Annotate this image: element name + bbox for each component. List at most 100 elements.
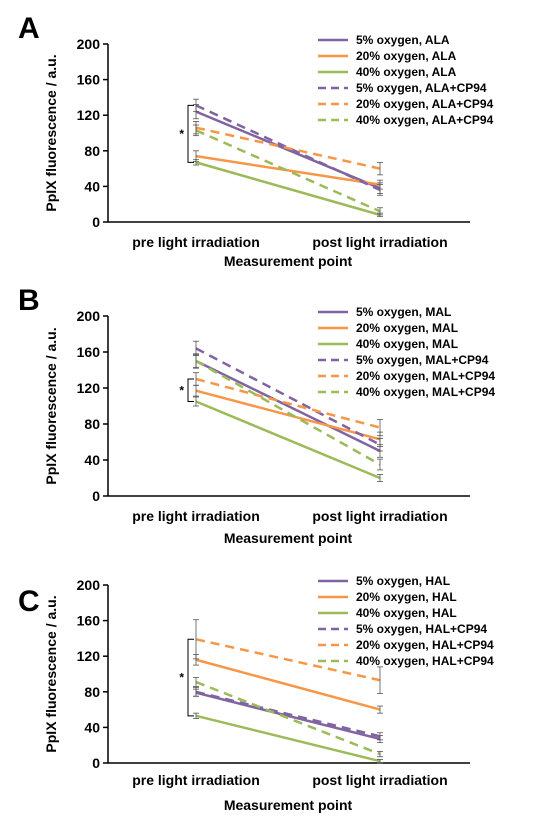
y-axis-title: PpIX fluorescence / a.u. — [43, 595, 59, 752]
y-tick-label: 0 — [92, 214, 100, 230]
error-bar — [193, 98, 199, 113]
series-3 — [193, 159, 383, 218]
series-3 — [193, 712, 383, 764]
legend-label: 20% oxygen, ALA — [356, 49, 457, 63]
legend-item: 20% oxygen, ALA+CP94 — [318, 97, 494, 111]
legend-item: 20% oxygen, MAL — [318, 321, 458, 335]
panel-letter: B — [18, 284, 40, 317]
legend-label: 40% oxygen, HAL+CP94 — [356, 654, 494, 668]
legend-label: 5% oxygen, MAL — [356, 305, 451, 319]
error-bar — [377, 458, 383, 471]
series-line — [195, 638, 381, 682]
legend-item: 40% oxygen, ALA — [318, 65, 457, 79]
chart-panel-c: C 0 40 80 120 160 200 pre light irradiation post… — [18, 574, 494, 813]
legend-item: 20% oxygen, HAL — [318, 590, 457, 604]
error-bar — [377, 473, 383, 483]
x-axis-title: Measurement point — [224, 797, 353, 813]
legend-label: 5% oxygen, ALA+CP94 — [356, 81, 487, 95]
y-tick-label: 120 — [77, 107, 101, 123]
series-line — [195, 347, 381, 446]
series-1 — [193, 353, 383, 458]
significance-star: * — [179, 127, 184, 141]
y-tick-label: 80 — [84, 143, 100, 159]
significance-bracket: * — [179, 378, 194, 402]
panel-letter: A — [18, 12, 40, 45]
x-tick-label: pre light irradiation — [132, 772, 260, 788]
series-5 — [193, 121, 383, 176]
legend-item: 5% oxygen, MAL+CP94 — [318, 353, 489, 367]
series-3 — [193, 396, 383, 483]
series-line — [195, 359, 381, 466]
x-axis-title: Measurement point — [224, 530, 353, 546]
legend-label: 20% oxygen, HAL — [356, 590, 457, 604]
y-tick-label: 200 — [77, 577, 101, 593]
legend-item: 40% oxygen, ALA+CP94 — [318, 113, 494, 127]
error-bar — [193, 354, 199, 368]
series-line — [195, 359, 381, 453]
error-bar — [377, 184, 383, 196]
legend-label: 5% oxygen, HAL — [356, 574, 450, 588]
series-line — [195, 680, 381, 756]
error-bar — [193, 372, 199, 386]
chart-panel-a: A 0 40 80 120 160 200 pre light irradiation post… — [18, 12, 494, 269]
y-tick-label: 200 — [77, 36, 101, 52]
error-bar — [193, 124, 199, 137]
legend-label: 20% oxygen, ALA+CP94 — [356, 97, 494, 111]
series-line — [195, 658, 381, 711]
series-line — [195, 690, 381, 738]
y-tick-label: 200 — [77, 308, 101, 324]
series-4 — [193, 686, 383, 741]
legend-label: 20% oxygen, MAL — [356, 321, 458, 335]
legend-label: 20% oxygen, HAL+CP94 — [356, 638, 494, 652]
series-line — [195, 691, 381, 741]
error-bar — [377, 161, 383, 176]
error-bar — [377, 207, 383, 216]
panel-letter: C — [18, 585, 40, 618]
error-bar — [193, 159, 199, 166]
x-tick-label: pre light irradiation — [132, 508, 260, 524]
legend-item: 20% oxygen, HAL+CP94 — [318, 638, 494, 652]
series-2 — [193, 654, 383, 714]
error-bar — [377, 419, 383, 437]
error-bar — [377, 437, 383, 452]
legend-item: 40% oxygen, MAL+CP94 — [318, 385, 495, 399]
legend-item: 40% oxygen, HAL+CP94 — [318, 654, 494, 668]
series-line — [195, 389, 381, 441]
y-axis-title: PpIX fluorescence / a.u. — [43, 54, 59, 211]
y-tick-label: 80 — [84, 416, 100, 432]
series-6 — [193, 677, 383, 758]
legend-item: 5% oxygen, HAL — [318, 574, 450, 588]
y-tick-label: 40 — [84, 178, 100, 194]
legend-item: 20% oxygen, ALA — [318, 49, 457, 63]
y-tick-label: 160 — [77, 613, 101, 629]
legend: 5% oxygen, HAL 20% oxygen, HAL 40% oxygen,… — [318, 574, 494, 668]
error-bar — [377, 666, 383, 694]
error-bar — [193, 396, 199, 407]
y-tick-label: 0 — [92, 488, 100, 504]
y-tick-label: 80 — [84, 684, 100, 700]
legend-label: 40% oxygen, MAL+CP94 — [356, 385, 495, 399]
x-tick-label: post light irradiation — [312, 772, 447, 788]
legend-item: 40% oxygen, MAL — [318, 337, 458, 351]
series-6 — [193, 124, 383, 216]
series-4 — [193, 340, 383, 452]
legend-label: 40% oxygen, HAL — [356, 606, 457, 620]
legend-label: 5% oxygen, MAL+CP94 — [356, 353, 489, 367]
significance-bracket: * — [179, 104, 194, 163]
significance-star: * — [179, 671, 184, 685]
legend-label: 40% oxygen, ALA — [356, 65, 457, 79]
legend-item: 5% oxygen, ALA+CP94 — [318, 81, 487, 95]
y-tick-label: 120 — [77, 380, 101, 396]
legend: 5% oxygen, ALA 20% oxygen, ALA 40% oxygen,… — [318, 33, 494, 127]
series-5 — [193, 372, 383, 437]
error-bar — [193, 686, 199, 697]
significance-star: * — [179, 383, 184, 397]
legend-item: 5% oxygen, HAL+CP94 — [318, 622, 487, 636]
legend-label: 5% oxygen, HAL+CP94 — [356, 622, 487, 636]
error-bar — [193, 712, 199, 719]
series-4 — [193, 98, 383, 196]
x-tick-label: pre light irradiation — [132, 234, 260, 250]
error-bar — [377, 751, 383, 758]
y-tick-label: 40 — [84, 452, 100, 468]
